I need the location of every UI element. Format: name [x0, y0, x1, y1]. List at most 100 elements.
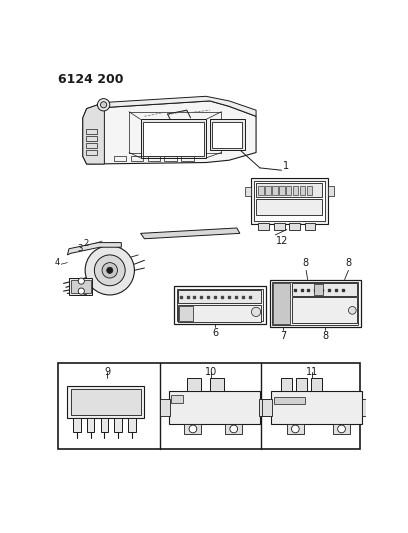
Bar: [225, 424, 242, 434]
Text: 12: 12: [276, 236, 288, 246]
Bar: [128, 418, 136, 432]
Circle shape: [106, 267, 113, 273]
Text: 3: 3: [78, 244, 83, 253]
Circle shape: [291, 425, 299, 433]
Text: 7: 7: [280, 331, 286, 341]
Text: 10: 10: [205, 367, 217, 377]
Text: 2: 2: [84, 239, 89, 248]
Bar: [86, 136, 98, 141]
Bar: [169, 391, 260, 424]
Circle shape: [102, 263, 118, 278]
Circle shape: [338, 425, 346, 433]
Bar: [71, 280, 91, 294]
Bar: [307, 185, 312, 195]
Bar: [282, 378, 292, 391]
Text: DEF: DEF: [227, 306, 236, 311]
Circle shape: [189, 425, 197, 433]
Bar: [328, 185, 334, 196]
Bar: [210, 119, 244, 150]
Bar: [256, 183, 322, 197]
Bar: [86, 418, 94, 432]
Text: 4: 4: [55, 258, 60, 267]
Bar: [131, 156, 143, 161]
Bar: [244, 187, 251, 196]
Bar: [292, 284, 357, 296]
Bar: [254, 181, 325, 221]
Bar: [100, 418, 108, 432]
Bar: [174, 286, 266, 324]
Text: MAX: MAX: [248, 306, 259, 311]
Bar: [271, 391, 362, 424]
Bar: [58, 363, 360, 449]
Bar: [251, 178, 328, 224]
Bar: [293, 185, 298, 195]
Text: PANEL: PANEL: [295, 303, 310, 308]
Bar: [270, 280, 361, 327]
Bar: [258, 185, 264, 195]
Text: 9: 9: [104, 367, 111, 377]
Bar: [141, 119, 206, 158]
Bar: [69, 278, 92, 295]
Text: 8: 8: [346, 258, 352, 268]
Circle shape: [98, 99, 110, 111]
Text: 6124 200: 6124 200: [58, 73, 124, 86]
Bar: [292, 297, 357, 324]
Bar: [272, 282, 359, 325]
Circle shape: [85, 246, 134, 295]
Bar: [178, 290, 262, 303]
Text: 11: 11: [306, 367, 318, 377]
Bar: [274, 223, 284, 230]
Text: 5: 5: [82, 288, 87, 297]
Bar: [287, 424, 304, 434]
Bar: [86, 150, 98, 155]
Bar: [178, 305, 262, 322]
Circle shape: [348, 306, 356, 314]
Bar: [182, 156, 194, 161]
Text: TEMP: TEMP: [327, 284, 340, 289]
Bar: [333, 424, 350, 434]
Circle shape: [94, 255, 125, 286]
Bar: [273, 282, 290, 324]
Bar: [171, 395, 183, 403]
Circle shape: [100, 102, 106, 108]
Bar: [289, 223, 300, 230]
Bar: [184, 424, 202, 434]
Circle shape: [78, 278, 84, 284]
Bar: [286, 185, 291, 195]
Bar: [296, 378, 307, 391]
Text: 8: 8: [322, 331, 328, 341]
Bar: [314, 284, 323, 295]
Bar: [187, 378, 201, 391]
Text: 8: 8: [302, 258, 308, 268]
Bar: [143, 122, 204, 156]
Circle shape: [251, 308, 261, 317]
Bar: [164, 156, 177, 161]
Bar: [113, 156, 126, 161]
Bar: [305, 223, 315, 230]
Polygon shape: [67, 243, 121, 255]
Text: 1: 1: [283, 161, 289, 172]
Bar: [361, 399, 366, 416]
Bar: [259, 399, 269, 416]
Polygon shape: [83, 101, 256, 164]
Bar: [279, 185, 284, 195]
Bar: [73, 418, 80, 432]
Bar: [272, 185, 277, 195]
Text: FLOOR: FLOOR: [341, 303, 357, 308]
Bar: [300, 185, 305, 195]
Bar: [212, 122, 242, 148]
Bar: [114, 418, 122, 432]
Polygon shape: [83, 102, 104, 164]
Bar: [148, 156, 160, 161]
Bar: [265, 185, 271, 195]
Bar: [177, 289, 263, 321]
Polygon shape: [141, 228, 240, 239]
Bar: [86, 130, 98, 134]
Text: BI-LEV: BI-LEV: [318, 303, 334, 308]
Bar: [179, 306, 193, 321]
Circle shape: [230, 425, 237, 433]
Text: 6: 6: [212, 328, 218, 338]
Bar: [71, 389, 141, 415]
Bar: [256, 199, 322, 215]
Bar: [262, 399, 272, 416]
